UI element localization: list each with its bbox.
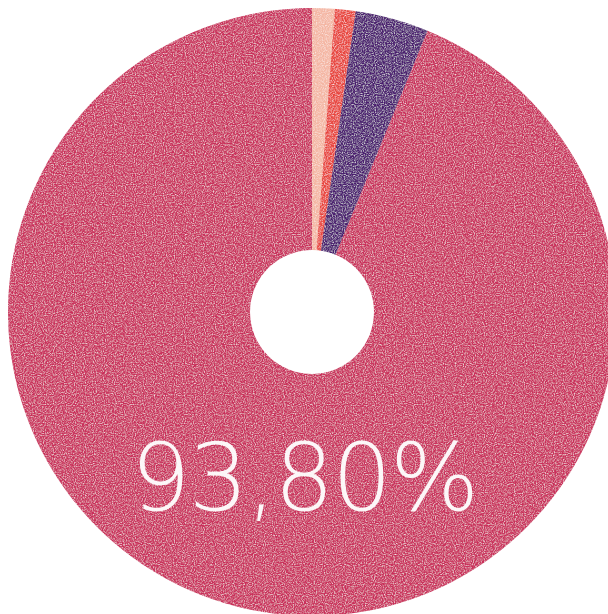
donut-hole (250, 250, 374, 374)
pie-slice-4 (312, 11, 428, 312)
pie-slice-2 (312, 7, 335, 312)
pie-slice-3 (312, 8, 356, 313)
